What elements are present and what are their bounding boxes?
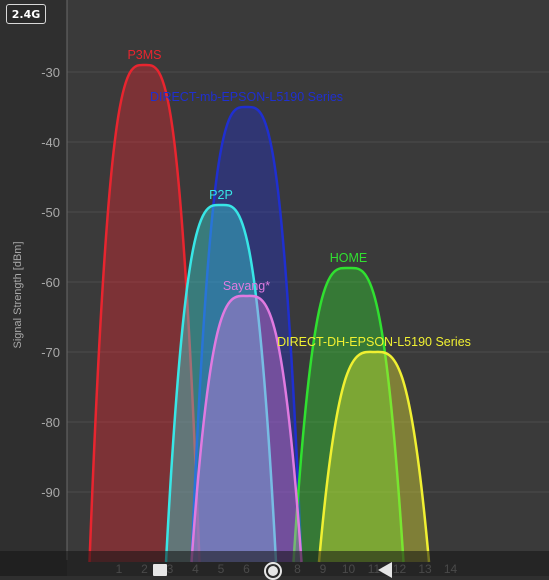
- network-label-3: HOME: [330, 251, 368, 265]
- y-tick-label: -90: [41, 485, 60, 500]
- signal-curve-1: [190, 105, 303, 563]
- network-label-5: DIRECT-DH-EPSON-L5190 Series: [277, 335, 471, 349]
- plot-area: [67, 0, 549, 576]
- network-labels: P3MS DIRECT-mb-EPSON-L5190 Series P2P HOME S…: [127, 48, 470, 349]
- y-tick-label: -60: [41, 275, 60, 290]
- network-label-4: Sayang*: [223, 279, 270, 293]
- y-tick-label: -50: [41, 205, 60, 220]
- signal-curve-2: [164, 203, 278, 563]
- y-tick-label: -70: [41, 345, 60, 360]
- y-axis-title: Signal Strength [dBm]: [12, 241, 24, 348]
- y-tick-label: -80: [41, 415, 60, 430]
- signal-curve-3: [292, 266, 405, 563]
- network-label-0: P3MS: [127, 48, 161, 62]
- network-label-1: DIRECT-mb-EPSON-L5190 Series: [150, 90, 343, 104]
- signal-curve-4: [190, 294, 303, 563]
- signal-curves: [88, 63, 431, 563]
- back-icon[interactable]: [378, 562, 392, 578]
- band-selector-button[interactable]: 2.4G: [6, 4, 46, 24]
- y-tick-label: -30: [41, 65, 60, 80]
- home-dot-icon: [268, 566, 278, 576]
- signal-curve-5: [317, 350, 431, 563]
- signal-curve-0: [88, 63, 201, 563]
- grid-layer: [67, 0, 549, 576]
- y-tick-label: -40: [41, 135, 60, 150]
- network-label-2: P2P: [209, 188, 233, 202]
- recent-apps-icon[interactable]: [153, 564, 167, 576]
